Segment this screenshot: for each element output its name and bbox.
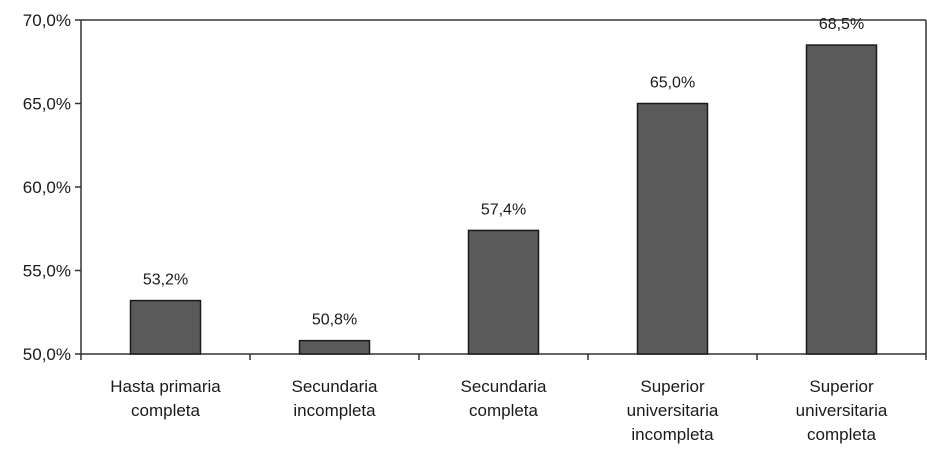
x-tick-label-line: Superior bbox=[809, 377, 874, 396]
data-labels: 53,2% 50,8% 57,4% 65,0% 68,5% bbox=[143, 16, 864, 329]
x-tick-label: Secundaria incompleta bbox=[291, 377, 378, 420]
y-tick-label: 60,0% bbox=[23, 178, 71, 197]
x-tick-label-line: universitaria bbox=[627, 401, 719, 420]
x-tick-label-line: Hasta primaria bbox=[110, 377, 221, 396]
x-tick-label-line: Superior bbox=[640, 377, 705, 396]
y-tick-label: 55,0% bbox=[23, 262, 71, 281]
bar bbox=[129, 299, 202, 355]
y-tick-label: 50,0% bbox=[23, 345, 71, 364]
x-tick-label-line: incompleta bbox=[293, 401, 376, 420]
y-tick-label: 65,0% bbox=[23, 95, 71, 114]
x-tick-label-line: universitaria bbox=[796, 401, 888, 420]
x-tick-label-line: Secundaria bbox=[460, 377, 547, 396]
bars bbox=[129, 44, 878, 355]
x-tick-label: Secundaria completa bbox=[460, 377, 547, 420]
data-label: 53,2% bbox=[143, 272, 188, 289]
y-tick-labels: 50,0% 55,0% 60,0% 65,0% 70,0% bbox=[23, 11, 71, 364]
bar bbox=[298, 339, 371, 355]
x-tick-label: Superior universitaria incompleta bbox=[627, 377, 719, 444]
x-tick-label-line: completa bbox=[469, 401, 539, 420]
data-label: 65,0% bbox=[650, 75, 695, 92]
data-label: 68,5% bbox=[819, 16, 864, 33]
x-tick-label: Superior universitaria completa bbox=[796, 377, 888, 444]
x-tick-label-line: completa bbox=[131, 401, 201, 420]
x-tick-label: Hasta primaria completa bbox=[110, 377, 221, 420]
bar bbox=[636, 102, 709, 355]
bar bbox=[467, 229, 540, 355]
data-label: 57,4% bbox=[481, 201, 526, 218]
x-tick-label-line: Secundaria bbox=[291, 377, 378, 396]
data-label: 50,8% bbox=[312, 312, 357, 329]
x-tick-label-line: completa bbox=[807, 425, 877, 444]
bar bbox=[805, 44, 878, 355]
x-tick-labels: Hasta primaria completa Secundaria incomple… bbox=[110, 377, 888, 444]
x-tick-label-line: incompleta bbox=[631, 425, 714, 444]
y-tick-label: 70,0% bbox=[23, 11, 71, 30]
